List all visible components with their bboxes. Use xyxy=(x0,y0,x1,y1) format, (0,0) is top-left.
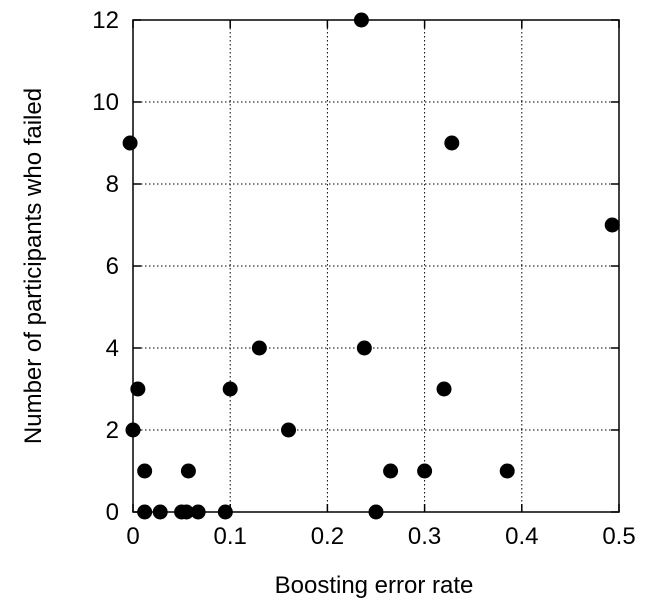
x-tick-label: 0.5 xyxy=(602,523,635,550)
data-point xyxy=(251,340,267,356)
tick-layer: 0 0.1 0.2 0.3 0.4 0.5 0 2 4 6 8 10 12 xyxy=(92,7,635,550)
y-axis-label: Number of participants who failed xyxy=(20,88,47,444)
data-point xyxy=(152,504,168,520)
x-axis-label: Boosting error rate xyxy=(275,572,474,599)
x-tick-label: 0.3 xyxy=(408,523,441,550)
data-point xyxy=(222,381,238,397)
x-tick-label: 0 xyxy=(126,523,139,550)
data-point xyxy=(130,381,146,397)
data-point xyxy=(122,135,138,151)
data-point xyxy=(356,340,372,356)
data-points xyxy=(122,12,620,520)
data-point xyxy=(604,217,620,233)
data-point xyxy=(180,463,196,479)
y-tick-label: 2 xyxy=(106,417,119,444)
data-point xyxy=(178,504,194,520)
y-tick-label: 0 xyxy=(106,499,119,526)
data-point xyxy=(417,463,433,479)
y-tick-label: 6 xyxy=(106,253,119,280)
y-tick-label: 12 xyxy=(92,7,119,34)
x-tick-label: 0.1 xyxy=(214,523,247,550)
data-point xyxy=(217,504,233,520)
data-point xyxy=(368,504,384,520)
data-point xyxy=(383,463,399,479)
grid-layer xyxy=(133,20,619,512)
data-point xyxy=(499,463,515,479)
y-tick-label: 8 xyxy=(106,171,119,198)
data-point xyxy=(436,381,452,397)
x-tick-label: 0.4 xyxy=(505,523,538,550)
data-point xyxy=(137,463,153,479)
data-point xyxy=(353,12,369,28)
y-tick-label: 4 xyxy=(106,335,119,362)
y-tick-label: 10 xyxy=(92,89,119,116)
x-tick-label: 0.2 xyxy=(311,523,344,550)
data-point xyxy=(190,504,206,520)
data-point xyxy=(444,135,460,151)
data-point xyxy=(125,422,141,438)
data-point xyxy=(281,422,297,438)
data-point xyxy=(137,504,153,520)
